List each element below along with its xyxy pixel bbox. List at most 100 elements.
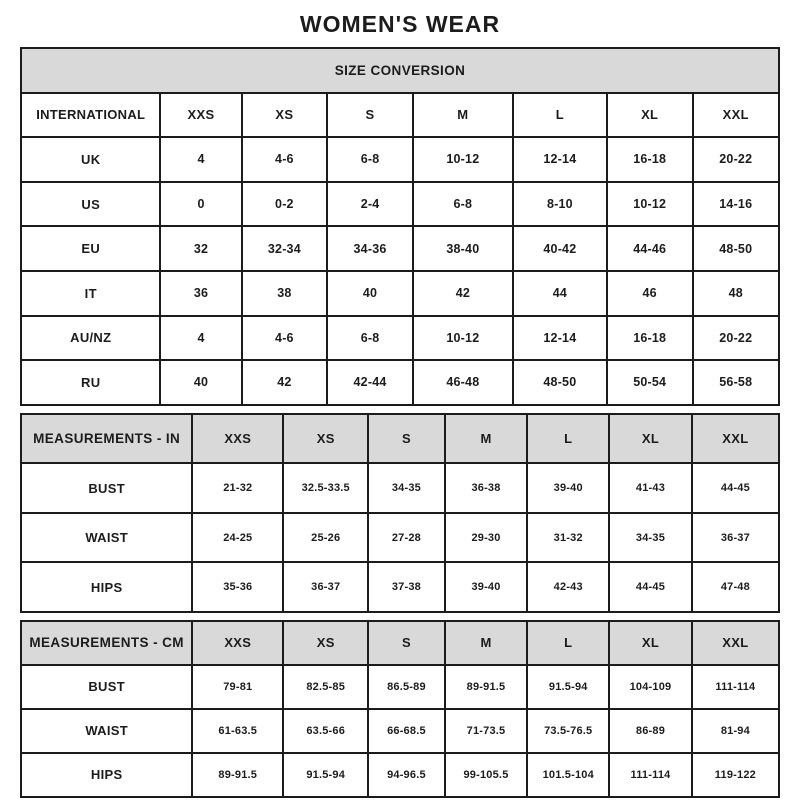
cell: 34-35 (608, 511, 693, 564)
table-row-bust-in: BUST 21-32 32.5-33.5 34-35 36-38 39-40 4… (19, 462, 781, 514)
table-row-ru: RU 40 42 42-44 46-48 48-50 50-54 56-58 (19, 359, 781, 406)
table-row-bust-cm: BUST 79-81 82.5-85 86.5-89 89-91.5 91.5-… (19, 663, 781, 710)
column-header-s: S (326, 91, 414, 139)
cell: 21-32 (191, 462, 285, 514)
cell: 111-114 (608, 751, 693, 798)
cell: 89-91.5 (443, 663, 529, 710)
column-header-m: M (411, 91, 514, 139)
table-row-waist-in: WAIST 24-25 25-26 27-28 29-30 31-32 34-3… (19, 511, 781, 564)
measurements-cm-header: MEASUREMENTS - CM (19, 619, 194, 666)
cell: 36-38 (443, 462, 529, 514)
cell: 20-22 (691, 136, 781, 183)
measurements-in-table: MEASUREMENTS - IN XXS XS S M L XL XXL BU… (19, 412, 781, 613)
size-conversion-table: SIZE CONVERSION INTERNATIONAL XXS XS S M… (19, 47, 781, 406)
table-row-aunz: AU/NZ 4 4-6 6-8 10-12 12-14 16-18 20-22 (19, 314, 781, 362)
table-row: INTERNATIONAL XXS XS S M L XL XXL (19, 91, 781, 139)
cell: 91.5-94 (282, 751, 370, 798)
cell: 66-68.5 (367, 707, 446, 754)
cell: 46-48 (411, 359, 514, 406)
row-label: HIPS (19, 751, 194, 798)
cell: 37-38 (367, 561, 446, 613)
cell: 119-122 (690, 751, 781, 798)
column-header-l: L (511, 91, 608, 139)
row-label: BUST (19, 663, 194, 710)
cell: 86-89 (608, 707, 693, 754)
cell: 48-50 (691, 225, 781, 272)
row-label: BUST (19, 462, 194, 514)
page-title: WOMEN'S WEAR (299, 11, 501, 37)
cell: 34-36 (326, 225, 414, 272)
table-row-eu: EU 32 32-34 34-36 38-40 40-42 44-46 48-5… (19, 225, 781, 272)
cell: 2-4 (326, 180, 414, 228)
size-header-xxl: XXL (690, 412, 781, 465)
cell: 39-40 (443, 561, 529, 613)
cell: 6-8 (326, 136, 414, 183)
column-header-xs: XS (240, 91, 329, 139)
size-header-xs: XS (282, 412, 370, 465)
cell: 63.5-66 (282, 707, 370, 754)
cell: 10-12 (605, 180, 694, 228)
column-header-international: INTERNATIONAL (19, 91, 162, 139)
cell: 94-96.5 (367, 751, 446, 798)
row-label: WAIST (19, 707, 194, 754)
size-header-xxs: XXS (191, 412, 285, 465)
cell: 6-8 (411, 180, 514, 228)
cell: 38 (240, 269, 329, 317)
cell: 8-10 (511, 180, 608, 228)
cell: 10-12 (411, 314, 514, 362)
cell: 40 (326, 269, 414, 317)
cell: 73.5-76.5 (526, 707, 611, 754)
cell: 32 (159, 225, 243, 272)
cell: 0-2 (240, 180, 329, 228)
size-header-m: M (443, 619, 529, 666)
table-row: MEASUREMENTS - IN XXS XS S M L XL XXL (19, 412, 781, 465)
table-row-waist-cm: WAIST 61-63.5 63.5-66 66-68.5 71-73.5 73… (19, 707, 781, 754)
table-row: SIZE CONVERSION (20, 47, 780, 94)
size-header-xl: XL (608, 619, 693, 666)
size-header-xs: XS (282, 619, 370, 666)
cell: 24-25 (191, 511, 285, 564)
cell: 89-91.5 (191, 751, 285, 798)
cell: 42 (411, 269, 514, 317)
row-label: AU/NZ (19, 314, 162, 362)
cell: 44-45 (690, 462, 781, 514)
cell: 12-14 (511, 136, 608, 183)
cell: 48 (691, 269, 781, 317)
cell: 4-6 (240, 314, 329, 362)
cell: 4 (159, 136, 243, 183)
table-row-uk: UK 4 4-6 6-8 10-12 12-14 16-18 20-22 (19, 136, 781, 183)
cell: 99-105.5 (443, 751, 529, 798)
cell: 104-109 (608, 663, 693, 710)
cell: 29-30 (443, 511, 529, 564)
cell: 56-58 (691, 359, 781, 406)
size-header-l: L (526, 412, 611, 465)
cell: 4-6 (240, 136, 329, 183)
row-label: EU (19, 225, 162, 272)
cell: 36-37 (690, 511, 781, 564)
cell: 4 (159, 314, 243, 362)
cell: 36 (159, 269, 243, 317)
size-header-s: S (367, 619, 446, 666)
cell: 25-26 (282, 511, 370, 564)
cell: 82.5-85 (282, 663, 370, 710)
cell: 86.5-89 (367, 663, 446, 710)
cell: 32.5-33.5 (282, 462, 370, 514)
cell: 6-8 (326, 314, 414, 362)
row-label: RU (19, 359, 162, 406)
table-row-us: US 0 0-2 2-4 6-8 8-10 10-12 14-16 (19, 180, 781, 228)
cell: 36-37 (282, 561, 370, 613)
cell: 91.5-94 (526, 663, 611, 710)
cell: 101.5-104 (526, 751, 611, 798)
cell: 111-114 (690, 663, 781, 710)
size-header-m: M (443, 412, 529, 465)
column-header-xxs: XXS (159, 91, 243, 139)
cell: 48-50 (511, 359, 608, 406)
cell: 20-22 (691, 314, 781, 362)
cell: 10-12 (411, 136, 514, 183)
size-header-xxs: XXS (191, 619, 285, 666)
cell: 71-73.5 (443, 707, 529, 754)
cell: 12-14 (511, 314, 608, 362)
column-header-xxl: XXL (691, 91, 781, 139)
cell: 38-40 (411, 225, 514, 272)
cell: 32-34 (240, 225, 329, 272)
